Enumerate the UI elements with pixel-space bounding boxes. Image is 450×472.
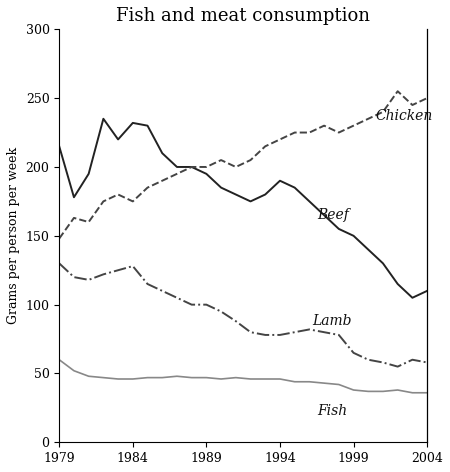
Text: Beef: Beef [317, 208, 349, 222]
Y-axis label: Grams per person per week: Grams per person per week [7, 147, 20, 324]
Text: Fish: Fish [317, 404, 347, 418]
Text: Chicken: Chicken [376, 109, 433, 123]
Title: Fish and meat consumption: Fish and meat consumption [116, 7, 370, 25]
Text: Lamb: Lamb [312, 314, 352, 329]
